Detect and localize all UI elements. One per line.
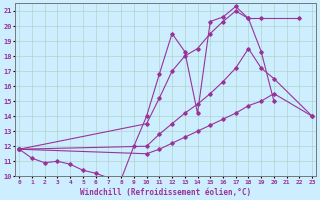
X-axis label: Windchill (Refroidissement éolien,°C): Windchill (Refroidissement éolien,°C) xyxy=(80,188,251,197)
